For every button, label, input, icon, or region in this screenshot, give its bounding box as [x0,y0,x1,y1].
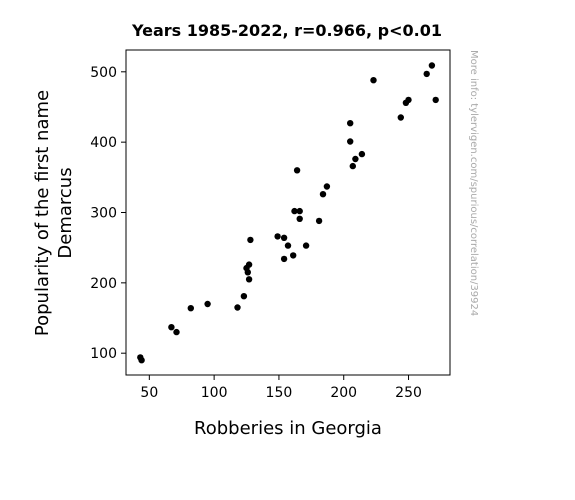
x-axis-label: Robberies in Georgia [194,418,382,439]
data-point-7 [234,304,241,311]
x-tick-label-1: 50 [140,385,158,401]
data-point-31 [358,150,366,158]
x-tick-label-5: 250 [395,385,422,401]
x-axis-ticks: 50 100 150 200 250 [140,375,422,401]
data-point-38 [432,96,439,104]
data-point-32 [370,77,377,84]
y-tick-label-5: 500 [90,65,117,81]
data-point-10 [244,269,251,276]
data-point-14 [274,233,281,240]
data-point-20 [293,167,301,174]
data-point-25 [319,191,327,198]
data-point-24 [315,217,323,225]
x-tick-label-3: 150 [266,385,293,401]
data-point-4 [173,328,180,336]
data-point-17 [284,242,292,249]
data-point-26 [323,183,331,190]
data-point-33 [397,114,404,121]
data-point-30 [352,155,359,163]
plot-frame [125,49,451,376]
data-point-13 [247,236,254,244]
y-axis-ticks: 100 200 300 400 500 [90,65,126,362]
data-point-35 [405,96,412,104]
y-tick-label-4: 400 [90,135,117,151]
y-tick-label-1: 100 [90,346,117,362]
data-point-37 [428,62,436,69]
data-point-15 [280,255,288,263]
data-point-29 [349,162,356,170]
data-point-6 [204,300,211,308]
y-tick-label-2: 200 [90,276,117,292]
data-point-8 [240,293,248,300]
x-tick-label-2: 100 [201,385,228,401]
data-point-2 [138,357,145,364]
y-tick-label-3: 300 [90,206,117,222]
y-axis-label-line2: Demarcus [55,167,76,258]
points-group [137,62,439,364]
chart-title: Years 1985-2022, r=0.966, p<0.01 [131,21,442,40]
data-point-36 [423,70,430,78]
data-point-21 [296,215,303,222]
data-point-18 [290,252,297,259]
data-point-11 [245,261,253,268]
watermark-text: More info: tylervigen.com/spurious/corre… [468,50,479,316]
x-tick-label-4: 200 [330,385,357,401]
data-point-23 [302,242,310,249]
data-point-16 [280,234,288,241]
data-point-22 [296,207,303,215]
data-point-12 [245,276,253,283]
data-point-19 [291,207,298,215]
data-point-28 [347,138,354,145]
y-axis-label-line1: Popularity of the first name [32,90,53,336]
data-point-3 [168,324,175,331]
data-point-5 [187,305,194,312]
data-point-27 [347,120,354,127]
